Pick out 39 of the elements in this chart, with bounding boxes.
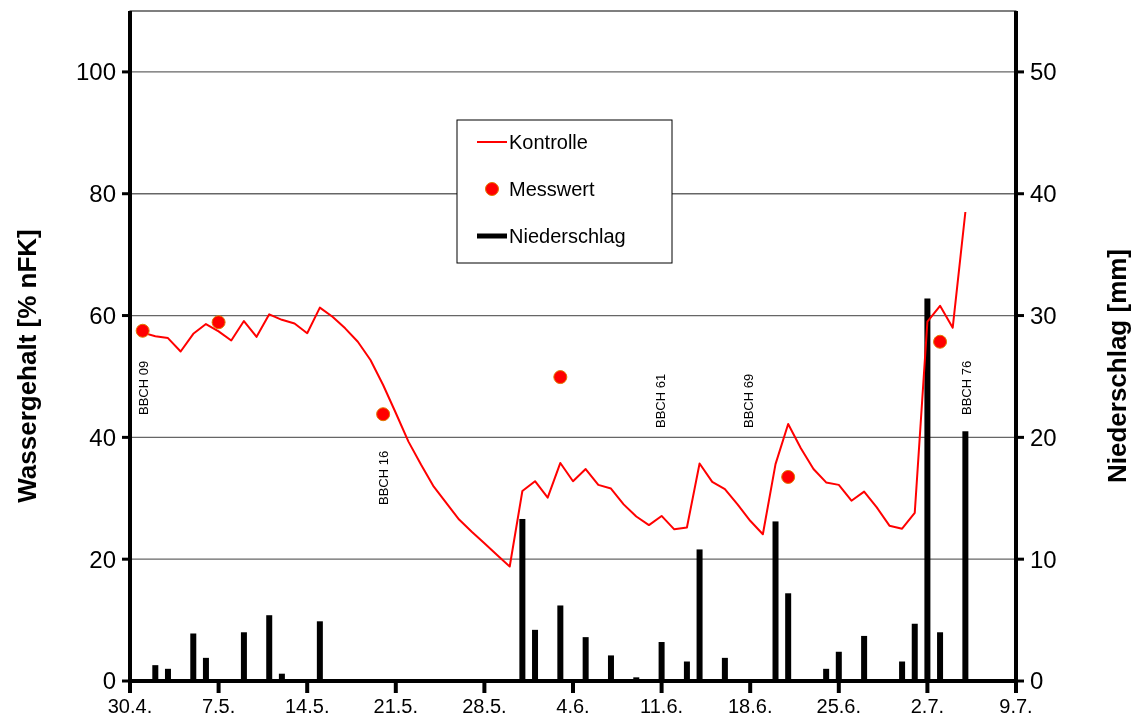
x-tick-label: 9.7.	[999, 695, 1033, 717]
x-tick-label: 7.5.	[201, 695, 236, 717]
y-axis-title: Wassergehalt [% nFK]	[12, 229, 42, 503]
annotation: BBCH 69	[741, 373, 756, 428]
point	[135, 323, 150, 338]
annotation: BBCH 16	[376, 450, 391, 505]
legend-label: Kontrolle	[509, 131, 588, 153]
x-tick-label: 21.5.	[373, 695, 419, 717]
x-tick-label: 25.6.	[816, 695, 862, 717]
legend-label: Niederschlag	[509, 225, 626, 247]
y2-tick-label: 10	[1030, 545, 1057, 573]
y2-axis-title: Niederschlag [mm]	[1102, 248, 1132, 484]
point	[933, 334, 948, 349]
x-tick-label: 18.6.	[727, 695, 773, 717]
y-tick-label: 40	[89, 423, 116, 451]
point	[781, 469, 796, 484]
y-tick-label: 80	[89, 180, 116, 208]
point	[376, 407, 391, 422]
y-tick-label: 100	[75, 58, 116, 86]
y2-tick-label: 40	[1030, 180, 1057, 208]
y2-tick-label: 20	[1030, 423, 1057, 451]
legend-label: Messwert	[509, 178, 596, 200]
annotation: BBCH 76	[959, 360, 974, 415]
y2-tick-label: 0	[1030, 667, 1044, 695]
y-tick-label: 60	[89, 301, 116, 329]
y-tick-label: 0	[102, 667, 116, 695]
point	[211, 315, 226, 330]
y2-tick-label: 30	[1030, 301, 1057, 329]
x-tick-label: 11.6.	[640, 695, 684, 717]
x-tick-label: 28.5.	[462, 695, 507, 717]
x-tick-label: 2.7.	[910, 695, 945, 717]
annotation: BBCH 61	[653, 373, 668, 428]
x-tick-label: 4.6.	[556, 695, 590, 717]
x-tick-label: 14.5.	[284, 695, 330, 717]
y-tick-label: 20	[89, 545, 116, 573]
y2-tick-label: 50	[1030, 58, 1057, 86]
point	[553, 370, 568, 385]
x-tick-label: 30.4.	[107, 695, 153, 717]
annotation: BBCH 09	[136, 360, 151, 415]
